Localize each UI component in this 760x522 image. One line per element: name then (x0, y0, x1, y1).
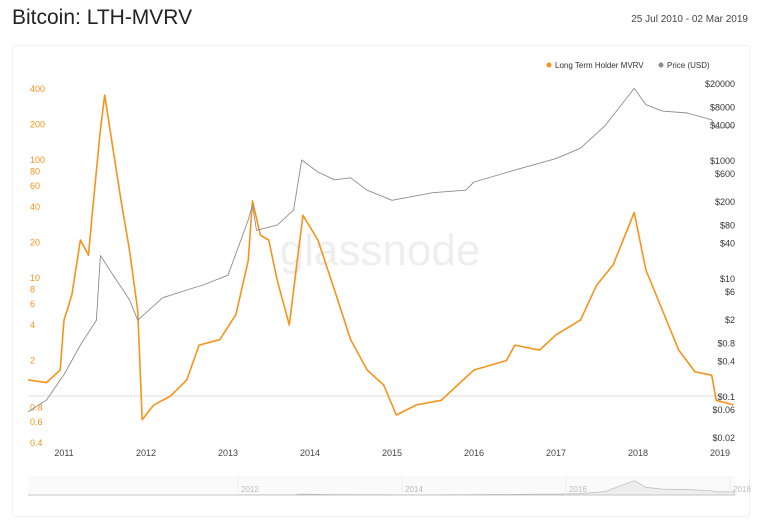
x-axis-tick: 2016 (464, 448, 484, 458)
left-axis-tick: 2 (30, 355, 35, 365)
navigator (28, 476, 735, 496)
page-title: Bitcoin: LTH-MVRV (12, 6, 193, 29)
x-axis-tick: 2011 (54, 448, 73, 458)
right-axis-tick: $80 (720, 221, 735, 231)
mvrv-line (27, 94, 734, 421)
left-axis-tick: 100 (30, 155, 45, 165)
right-axis-tick: $600 (715, 169, 735, 179)
date-range[interactable]: 25 Jul 2010 - 02 Mar 2019 (631, 14, 748, 25)
right-axis-tick: $10 (720, 274, 735, 284)
left-axis-tick: 40 (30, 202, 40, 212)
left-axis-tick: 0.6 (30, 417, 43, 427)
navigator-tick: 2014 (405, 485, 423, 494)
navigator-tick: 2016 (569, 485, 587, 494)
left-axis-tick: 6 (30, 299, 35, 309)
watermark: glassnode (280, 226, 481, 275)
x-axis-tick: 2017 (546, 448, 566, 458)
right-axis-tick: $0.02 (712, 433, 735, 443)
left-axis-tick: 0.4 (30, 438, 43, 448)
left-axis-tick: 20 (30, 237, 40, 247)
left-axis-tick: 10 (30, 273, 40, 283)
right-axis-tick: $0.8 (717, 339, 735, 349)
x-axis-tick: 2018 (628, 448, 648, 458)
navigator-tick: 2018 (733, 485, 751, 494)
right-axis-tick: $0.4 (717, 356, 735, 366)
x-axis-tick: 2012 (136, 448, 156, 458)
right-axis-tick: $20000 (705, 79, 735, 89)
left-axis-tick: 80 (30, 166, 40, 176)
price-line (27, 87, 734, 413)
x-axis-tick: 2014 (300, 448, 320, 458)
legend-mvrv-dot (546, 62, 552, 68)
right-axis-tick: $0.1 (717, 392, 735, 402)
left-axis-tick: 200 (30, 119, 45, 129)
right-axis-tick: $200 (715, 197, 735, 207)
right-axis-tick: $4000 (710, 120, 735, 130)
x-axis-tick: 2019 (710, 448, 730, 458)
x-axis-tick: 2015 (382, 448, 402, 458)
chart-card (12, 45, 750, 517)
right-axis-tick: $2 (725, 315, 735, 325)
legend-price-label: Price (USD) (667, 61, 710, 70)
legend-price-dot (658, 62, 664, 68)
left-axis-tick: 400 (30, 84, 45, 94)
left-axis-tick: 0.8 (30, 402, 43, 412)
navigator-price-area (28, 480, 736, 496)
legend-mvrv-label: Long Term Holder MVRV (555, 61, 644, 70)
right-axis-tick: $40 (720, 238, 735, 248)
left-axis-tick: 8 (30, 284, 35, 294)
navigator-tick: 2012 (241, 485, 259, 494)
right-axis-tick: $6 (725, 287, 735, 297)
left-axis-tick: 4 (30, 320, 35, 330)
right-axis-tick: $1000 (710, 156, 735, 166)
left-axis-tick: 60 (30, 181, 40, 191)
x-axis-tick: 2013 (218, 448, 238, 458)
right-axis-tick: $8000 (710, 103, 735, 113)
right-axis-tick: $0.06 (712, 405, 735, 415)
